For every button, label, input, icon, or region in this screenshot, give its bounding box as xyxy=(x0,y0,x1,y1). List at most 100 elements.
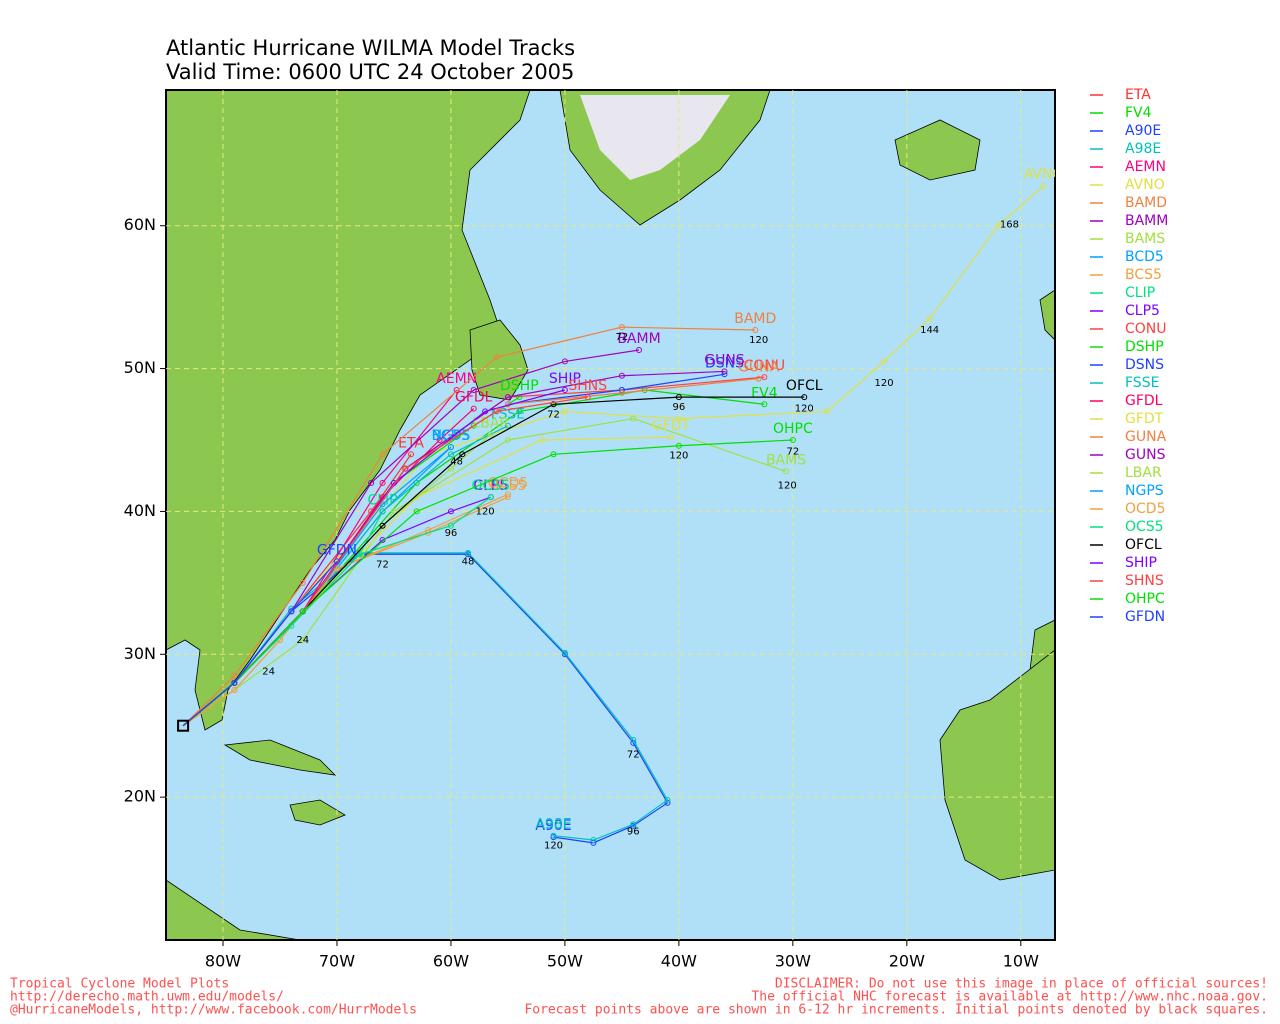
footer-left: Tropical Cyclone Model Plots xyxy=(10,977,229,992)
track-point xyxy=(618,389,625,396)
track-point xyxy=(447,465,454,472)
track-point xyxy=(470,387,477,393)
track-label: GFDL xyxy=(455,390,493,406)
lon-tick-label: 40W xyxy=(661,952,697,971)
track-point xyxy=(881,358,888,365)
track-point xyxy=(379,451,386,458)
track-label: NGPS xyxy=(432,428,471,444)
track-label: FV4 xyxy=(751,385,778,401)
track-point xyxy=(550,832,557,839)
track-point xyxy=(413,508,420,515)
hour-label: 144 xyxy=(920,325,939,336)
initial-point xyxy=(177,719,190,732)
track-point xyxy=(824,408,831,415)
track-point xyxy=(630,821,637,828)
track-point xyxy=(333,558,340,565)
map-frame xyxy=(165,89,1056,941)
track-line xyxy=(182,561,338,727)
legend-label: GUNA xyxy=(1125,429,1167,445)
legend-label: NGPS xyxy=(1125,483,1164,499)
track-label: BCS5 xyxy=(489,478,526,494)
track-point xyxy=(390,508,397,515)
track-point xyxy=(618,324,625,331)
track-label: SHNS xyxy=(568,378,607,394)
track-point xyxy=(379,508,386,515)
track-point xyxy=(675,394,682,401)
track-point xyxy=(761,374,768,381)
track-label: DSNS xyxy=(705,355,744,371)
track-point xyxy=(368,479,375,486)
track-point xyxy=(504,491,511,498)
track-point xyxy=(675,415,682,422)
track-point xyxy=(299,608,306,615)
lon-tick-label: 70W xyxy=(319,952,355,971)
track-label: BAMS xyxy=(766,452,806,468)
track-point xyxy=(675,442,682,449)
legend-label: OCS5 xyxy=(1125,519,1164,535)
legend-label: FSSE xyxy=(1125,375,1159,391)
legend-label: OHPC xyxy=(1125,591,1165,607)
track-point xyxy=(761,401,768,408)
track-point xyxy=(299,637,306,643)
track-point xyxy=(459,451,466,458)
track-point xyxy=(231,679,238,686)
track-label: CLP5 xyxy=(473,478,508,494)
track-point xyxy=(356,551,363,558)
track-point xyxy=(783,468,790,475)
hour-label: 120 xyxy=(795,404,814,415)
track-point xyxy=(752,327,759,333)
footer-right: DISCLAIMER: Do not use this image in pla… xyxy=(775,977,1268,992)
legend-label: SHIP xyxy=(1125,555,1157,571)
legend-label: LBAR xyxy=(1125,465,1162,481)
track-point xyxy=(465,549,472,556)
title: Atlantic Hurricane WILMA Model Tracks xyxy=(166,36,575,60)
lat-tick-label: 40N xyxy=(124,501,156,520)
lon-tick-label: 10W xyxy=(1003,952,1039,971)
legend-label: AEMN xyxy=(1125,159,1166,175)
legend-label: BCS5 xyxy=(1125,267,1162,283)
lon-tick-label: 80W xyxy=(205,952,241,971)
legend-label: BAMD xyxy=(1125,195,1167,211)
track-point xyxy=(447,444,454,451)
hour-label: 96 xyxy=(673,402,686,413)
track-point xyxy=(493,354,500,361)
track-point xyxy=(630,737,637,743)
legend-label: AVNO xyxy=(1125,177,1165,193)
track-point xyxy=(436,437,443,443)
track-point xyxy=(664,797,671,803)
track-point xyxy=(590,837,597,843)
track-point xyxy=(333,565,340,572)
track-point xyxy=(231,687,238,693)
footer-right: Forecast points above are shown in 6-12 … xyxy=(524,1003,1268,1018)
lat-tick-label: 30N xyxy=(124,644,156,663)
track-point xyxy=(447,522,454,529)
track-label: SHIP xyxy=(549,371,581,387)
legend-label: DSNS xyxy=(1125,357,1164,373)
track-label: OFCL xyxy=(786,378,823,394)
lon-tick-label: 30W xyxy=(775,952,811,971)
hour-label: 120 xyxy=(544,841,563,852)
legend-label: CLIP xyxy=(1125,285,1155,301)
lon-tick-label: 50W xyxy=(547,952,583,971)
legend-label: CLP5 xyxy=(1125,303,1160,319)
land xyxy=(166,90,1055,940)
track-point xyxy=(755,375,762,382)
legend-label: OFCL xyxy=(1125,537,1162,553)
track-label: A98E xyxy=(535,817,571,833)
track-point xyxy=(447,508,454,515)
track-label: OCS5 xyxy=(472,478,511,494)
track-point xyxy=(482,408,489,415)
track-point xyxy=(487,494,494,501)
hour-label: 48 xyxy=(450,456,463,467)
track-line xyxy=(182,552,669,841)
track-point xyxy=(561,649,568,656)
track-label: DSHP xyxy=(500,378,539,394)
hour-label: 24 xyxy=(296,635,309,646)
hour-label: 72 xyxy=(786,446,799,457)
track-label: OHPC xyxy=(773,421,813,437)
track-point xyxy=(801,394,808,401)
track-point xyxy=(789,437,796,443)
legend-label: A98E xyxy=(1125,141,1161,157)
legend-label: ETA xyxy=(1125,87,1151,103)
